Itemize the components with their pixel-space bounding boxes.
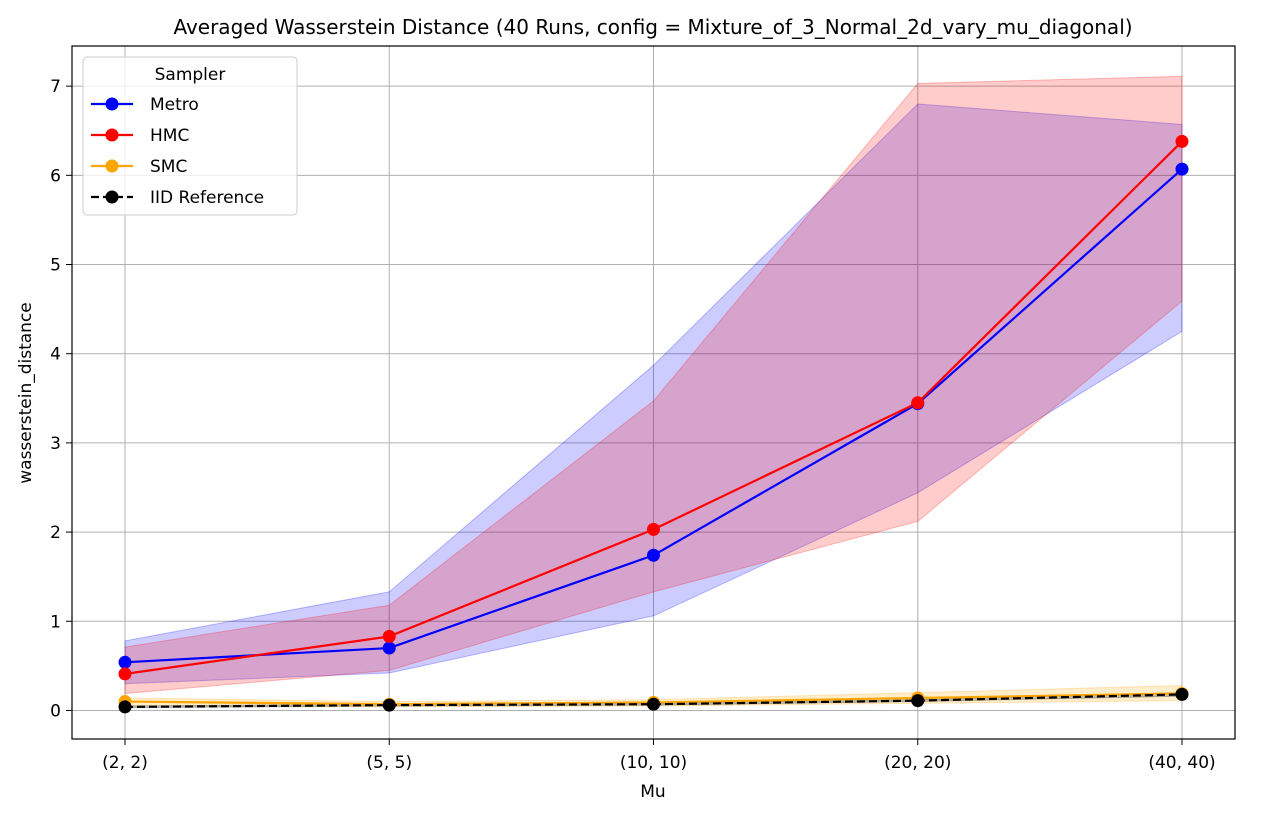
metro-point (1175, 162, 1189, 176)
x-tick-label: (40, 40) (1148, 753, 1215, 773)
x-tick-label: (2, 2) (102, 753, 148, 773)
x-tick-label: (20, 20) (884, 753, 951, 773)
chart-title: Averaged Wasserstein Distance (40 Runs, … (173, 15, 1132, 39)
legend-metro-marker (105, 97, 119, 111)
legend-iid-reference-marker (105, 190, 119, 204)
y-tick-label: 5 (50, 256, 61, 276)
hmc-point (1175, 134, 1189, 148)
y-tick-label: 1 (50, 612, 61, 632)
x-axis-ticks: (2, 2) (5, 5) (10, 10) (20, 20) (40, 40) (102, 739, 1216, 773)
x-tick-label: (10, 10) (620, 753, 687, 773)
y-tick-label: 6 (50, 166, 61, 186)
legend-metro-label: Metro (150, 95, 199, 115)
y-tick-label: 7 (50, 77, 61, 97)
metro-point (382, 641, 396, 655)
legend: Sampler Metro HMC SMC IID Reference (82, 56, 298, 216)
iid-reference-point (647, 697, 660, 711)
legend-iid-reference-label: IID Reference (150, 188, 264, 208)
hmc-point (647, 522, 660, 536)
iid-reference-point (118, 700, 132, 714)
hmc-point (911, 396, 925, 410)
y-tick-label: 0 (50, 701, 61, 721)
iid-reference-point (382, 698, 396, 712)
hmc-band (124, 75, 1183, 695)
x-tick-label: (5, 5) (366, 753, 412, 773)
legend-title: Sampler (155, 65, 226, 85)
legend-smc-label: SMC (150, 157, 187, 177)
hmc-point (118, 667, 132, 681)
y-tick-label: 2 (50, 523, 61, 543)
legend-items: Metro HMC SMC IID Reference (91, 95, 264, 208)
y-axis-title: wasserstein_distance (16, 302, 36, 484)
grid (72, 46, 1235, 739)
hmc-point (382, 629, 396, 643)
y-axis-ticks: 0 1 2 3 4 5 6 7 (50, 77, 72, 721)
legend-smc-marker (105, 159, 119, 173)
y-tick-label: 3 (50, 434, 61, 454)
legend-hmc-marker (105, 128, 119, 142)
metro-point (647, 548, 660, 562)
legend-hmc-label: HMC (150, 126, 189, 146)
series-points (118, 134, 1189, 714)
metro-band (124, 103, 1183, 685)
iid-reference-point (1175, 687, 1189, 701)
iid-reference-point (911, 694, 925, 708)
y-tick-label: 4 (50, 345, 61, 365)
legend-box (82, 56, 298, 216)
metro-point (118, 655, 132, 669)
x-axis-title: Mu (640, 782, 665, 802)
